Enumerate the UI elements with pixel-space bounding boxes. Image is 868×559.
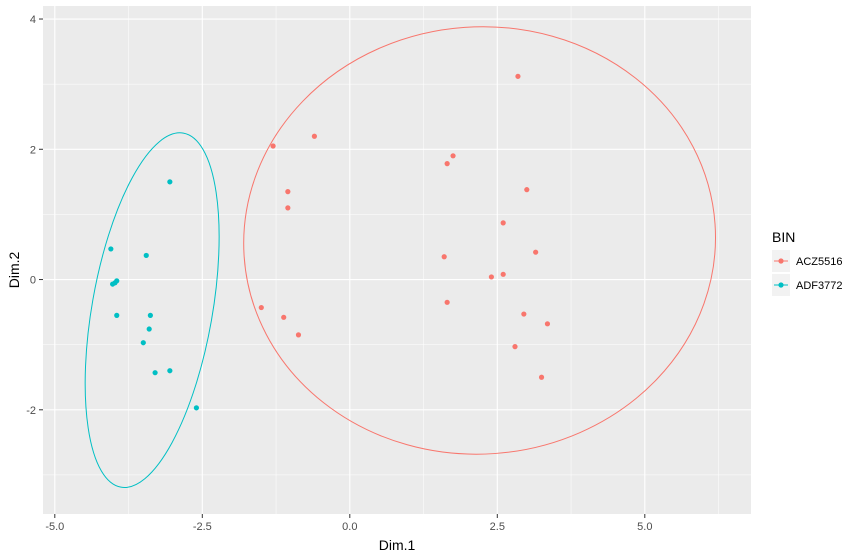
point-ACZ5516 bbox=[285, 205, 291, 211]
point-ADF3772 bbox=[147, 312, 153, 318]
major-gridlines bbox=[43, 6, 751, 514]
point-ACZ5516 bbox=[515, 73, 521, 79]
point-ACZ5516 bbox=[285, 189, 291, 195]
plot-panel bbox=[43, 6, 751, 514]
point-ACZ5516 bbox=[544, 321, 551, 327]
legend-label: ADF3772 bbox=[796, 280, 842, 292]
point-ACZ5516 bbox=[500, 271, 506, 277]
point-ACZ5516 bbox=[524, 187, 530, 193]
y-tick-label: 2 bbox=[30, 144, 36, 156]
legend-key-point bbox=[778, 258, 784, 264]
data-points bbox=[108, 73, 551, 411]
point-ACZ5516 bbox=[450, 153, 456, 159]
legend: BIN ACZ5516 ADF3772 bbox=[772, 229, 842, 296]
point-ADF3772 bbox=[110, 281, 116, 287]
x-axis-title: Dim.1 bbox=[379, 537, 416, 553]
y-tick-label: -2 bbox=[26, 405, 36, 417]
point-ACZ5516 bbox=[444, 299, 450, 305]
y-tick-label: 0 bbox=[30, 275, 36, 287]
point-ACZ5516 bbox=[500, 220, 506, 226]
confidence-ellipses bbox=[84, 26, 716, 488]
point-ACZ5516 bbox=[538, 374, 545, 380]
point-ACZ5516 bbox=[295, 332, 302, 338]
y-axis-title: Dim.2 bbox=[6, 252, 22, 289]
point-ACZ5516 bbox=[441, 254, 447, 260]
x-tick-label: -5.0 bbox=[45, 521, 64, 533]
point-ACZ5516 bbox=[533, 249, 539, 255]
x-tick-label: 2.5 bbox=[490, 521, 505, 533]
point-ADF3772 bbox=[167, 179, 173, 185]
x-axis-ticks: -5.0 -2.5 0.0 2.5 5.0 bbox=[45, 514, 652, 533]
x-tick-label: -2.5 bbox=[193, 521, 212, 533]
point-ACZ5516 bbox=[512, 344, 518, 350]
point-ACZ5516 bbox=[270, 143, 276, 149]
legend-label: ACZ5516 bbox=[796, 256, 842, 268]
y-axis-ticks: -2 0 2 4 bbox=[26, 14, 43, 417]
point-ACZ5516 bbox=[281, 314, 287, 320]
minor-gridlines bbox=[43, 6, 751, 514]
legend-title: BIN bbox=[772, 229, 795, 245]
y-tick-label: 4 bbox=[30, 14, 36, 26]
legend-key-point bbox=[778, 282, 784, 288]
x-tick-label: 0.0 bbox=[342, 521, 357, 533]
point-ADF3772 bbox=[114, 312, 120, 318]
point-ADF3772 bbox=[108, 246, 114, 252]
point-ADF3772 bbox=[140, 340, 146, 346]
point-ADF3772 bbox=[167, 368, 173, 374]
point-ADF3772 bbox=[143, 252, 149, 259]
point-ACZ5516 bbox=[488, 274, 494, 280]
ellipse-ACZ5516 bbox=[243, 26, 716, 455]
point-ADF3772 bbox=[152, 370, 158, 376]
point-ACZ5516 bbox=[521, 311, 527, 317]
point-ACZ5516 bbox=[444, 161, 450, 167]
point-ADF3772 bbox=[193, 405, 199, 411]
point-ADF3772 bbox=[146, 326, 152, 332]
point-ACZ5516 bbox=[311, 133, 317, 139]
ellipse-ADF3772 bbox=[84, 132, 220, 488]
point-ACZ5516 bbox=[258, 304, 264, 311]
x-tick-label: 5.0 bbox=[637, 521, 652, 533]
